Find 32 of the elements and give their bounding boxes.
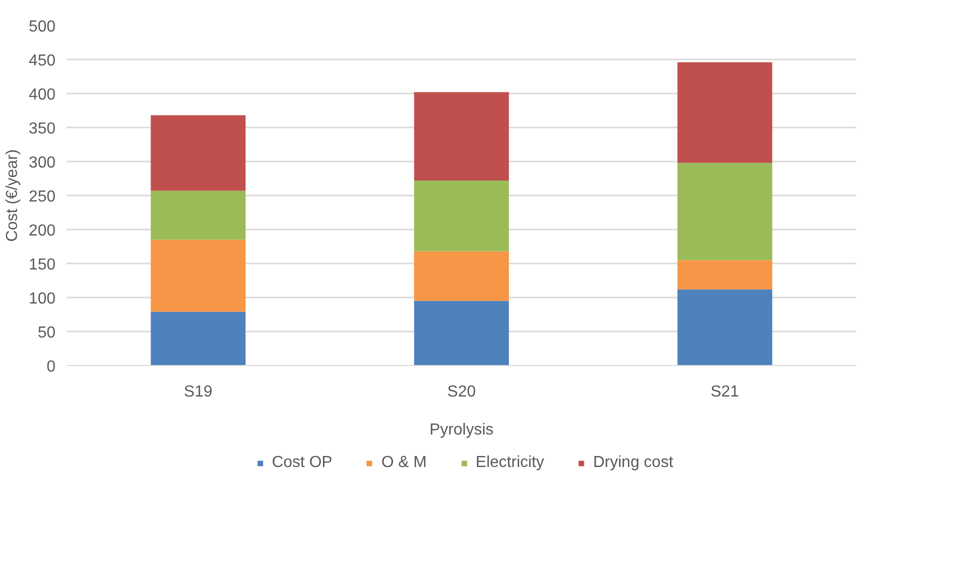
- bar: [150, 190, 246, 240]
- y-tick-label: 450: [28, 52, 56, 70]
- y-tick-label: 300: [28, 154, 56, 172]
- y-tick-label: 250: [28, 188, 56, 206]
- x-tick-label: S20: [447, 384, 476, 400]
- x-tick-label: S21: [710, 384, 740, 400]
- bar: [677, 260, 772, 290]
- bar: [414, 180, 509, 252]
- bar: [150, 115, 246, 191]
- y-tick-label: 0: [46, 358, 56, 376]
- bar: [150, 312, 246, 366]
- legend-label: Cost OP: [272, 454, 332, 472]
- bar: [677, 289, 772, 366]
- bar: [414, 251, 509, 301]
- y-tick-label: 100: [28, 290, 56, 308]
- y-axis-title: Cost (€/year): [4, 149, 21, 242]
- bar: [414, 300, 509, 366]
- y-tick-label: 350: [28, 120, 56, 138]
- y-tick-label: 400: [28, 86, 56, 104]
- bar: [677, 62, 772, 163]
- y-tick-label: 200: [28, 222, 56, 240]
- x-axis-title: Pyrolysis: [429, 422, 494, 438]
- y-tick-label: 50: [38, 324, 56, 342]
- bar: [677, 162, 772, 260]
- bar: [150, 240, 246, 312]
- x-tick-label: S19: [184, 384, 213, 400]
- legend-label: Drying cost: [593, 454, 674, 472]
- legend-label: O & M: [381, 454, 427, 472]
- bar: [414, 92, 509, 181]
- legend-label: Electricity: [476, 454, 544, 472]
- y-tick-label: 150: [28, 256, 56, 274]
- y-tick-label: 500: [28, 18, 56, 36]
